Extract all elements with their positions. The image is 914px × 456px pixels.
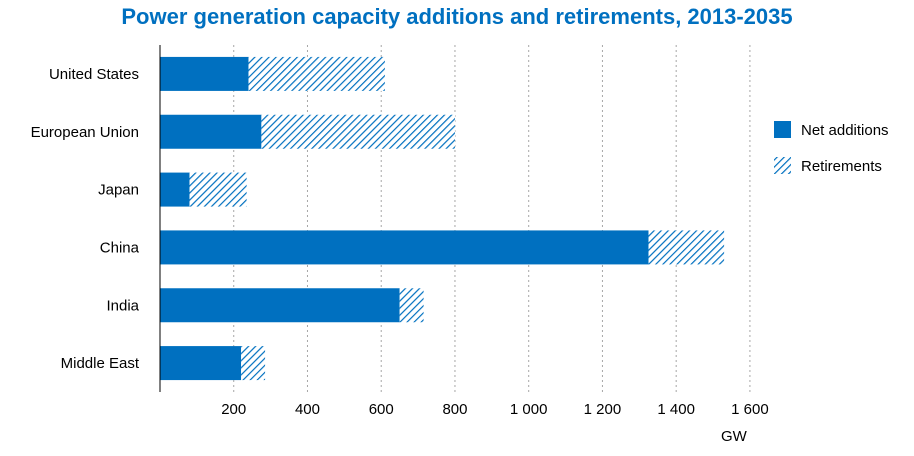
bar-net-additions [160,346,242,381]
category-label: Middle East [61,355,140,372]
legend-label: Net additions [801,122,889,139]
legend: Net additions Retirements [774,121,889,175]
x-tick-label: 1 000 [510,401,548,418]
bar-net-additions [160,172,190,207]
x-tick-label: 200 [221,401,246,418]
category-label: European Union [31,124,139,141]
category-label: Japan [98,182,139,199]
x-tick-label: 1 600 [731,401,769,418]
legend-swatch [774,157,791,174]
bar-retirements [241,346,266,381]
bar-net-additions [160,230,649,265]
chart-title: Power generation capacity additions and … [121,4,793,29]
x-tick-label: 400 [295,401,320,418]
bar-retirements [248,56,385,91]
x-axis-unit-label: GW [721,428,748,445]
x-tick-label: 1 200 [584,401,622,418]
bar-retirements [189,172,247,207]
category-label: India [106,297,139,314]
category-label: China [100,239,140,256]
legend-label: Retirements [801,158,882,175]
bar-net-additions [160,288,400,323]
grid-lines [233,45,751,392]
x-tick-label: 800 [442,401,467,418]
labels: United States European Union Japan China Ind… [31,66,769,445]
category-label: United States [49,66,139,83]
bar-net-additions [160,114,262,149]
legend-swatch [774,121,791,138]
bar-retirements [399,288,424,323]
bar-retirements [648,230,725,265]
x-tick-label: 1 400 [657,401,695,418]
bars [160,56,725,381]
bar-retirements [261,114,455,149]
bar-net-additions [160,56,249,91]
x-tick-label: 600 [369,401,394,418]
